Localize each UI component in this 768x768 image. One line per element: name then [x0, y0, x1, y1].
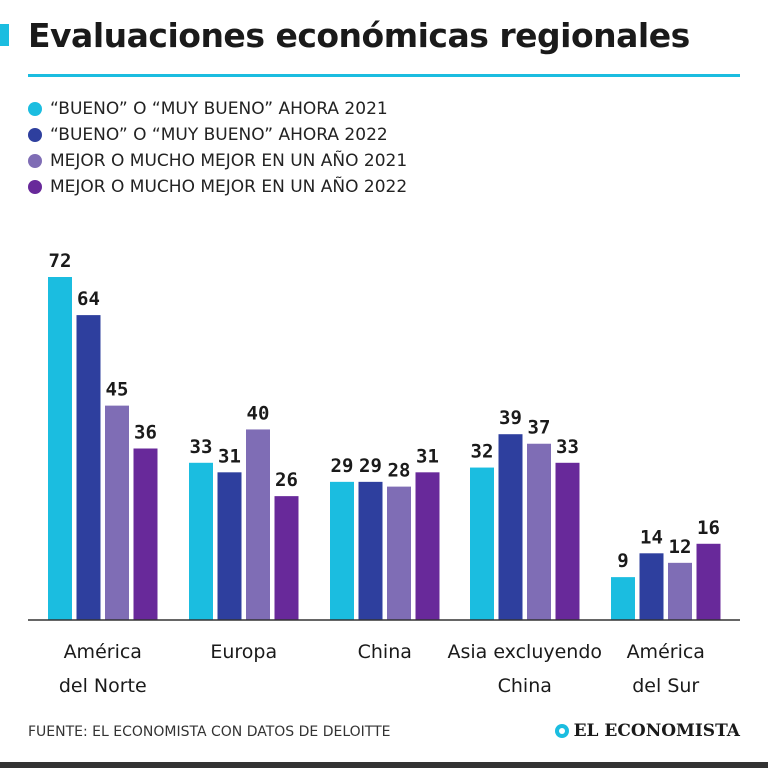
bar-value-label: 14 — [640, 526, 663, 548]
category-label: Europa — [210, 641, 277, 663]
category-label: China — [498, 675, 552, 697]
bar-value-label: 31 — [416, 445, 439, 467]
bar — [498, 434, 523, 620]
bar-group: 33 31 40 26 Europa — [189, 402, 299, 663]
bar-value-label: 37 — [528, 417, 551, 439]
bar-value-label: 29 — [331, 455, 354, 477]
bar-value-label: 9 — [617, 550, 628, 572]
bar — [668, 562, 692, 620]
legend-swatch — [28, 128, 42, 142]
bar-value-label: 64 — [77, 288, 100, 310]
legend-swatch — [28, 154, 42, 168]
brand-icon — [554, 724, 569, 738]
legend-label: MEJOR O MUCHO MEJOR EN UN AÑO 2022 — [50, 177, 408, 197]
bottom-strip — [0, 762, 768, 768]
legend-label: “BUENO” O “MUY BUENO” AHORA 2022 — [50, 125, 388, 145]
legend-item: “BUENO” O “MUY BUENO” AHORA 2021 — [28, 96, 407, 122]
bar — [48, 277, 72, 620]
bar-value-label: 33 — [556, 436, 579, 458]
bar-value-label: 40 — [247, 402, 270, 424]
brand-logo: EL ECONOMISTA — [554, 721, 740, 741]
bar — [217, 472, 242, 620]
legend-swatch — [28, 102, 42, 116]
legend-swatch — [28, 180, 42, 194]
bar — [611, 577, 635, 620]
bar — [387, 486, 411, 620]
bar-value-label: 26 — [275, 469, 298, 491]
bar-value-label: 29 — [359, 455, 382, 477]
bar — [470, 467, 494, 620]
bar-value-label: 39 — [499, 407, 522, 429]
chart-title: Evaluaciones económicas regionales — [28, 16, 690, 55]
legend-item: MEJOR O MUCHO MEJOR EN UN AÑO 2021 — [28, 148, 407, 174]
bar-value-label: 33 — [190, 436, 213, 458]
bar — [246, 429, 270, 620]
title-rule — [28, 74, 740, 77]
legend-label: MEJOR O MUCHO MEJOR EN UN AÑO 2021 — [50, 151, 408, 171]
bar — [105, 405, 129, 620]
bar — [274, 496, 299, 620]
bar — [639, 553, 664, 620]
bar — [555, 462, 580, 620]
category-label: América — [627, 641, 705, 663]
bar-value-label: 72 — [49, 250, 72, 272]
bar — [133, 448, 158, 620]
category-label: del Sur — [632, 675, 699, 697]
bar — [76, 315, 101, 620]
bar-value-label: 16 — [697, 517, 720, 539]
category-label: China — [358, 641, 412, 663]
bar — [189, 462, 213, 620]
bar — [415, 472, 440, 620]
bar — [330, 481, 354, 620]
bar-value-label: 31 — [218, 445, 241, 467]
brand-name: EL ECONOMISTA — [573, 721, 740, 741]
source-note: FUENTE: EL ECONOMISTA CON DATOS DE DELOI… — [28, 724, 391, 740]
legend-item: MEJOR O MUCHO MEJOR EN UN AÑO 2022 — [28, 174, 407, 200]
category-label: del Norte — [59, 675, 147, 697]
bar-value-label: 12 — [669, 536, 692, 558]
bar — [696, 543, 721, 620]
bar — [358, 481, 383, 620]
legend-label: “BUENO” O “MUY BUENO” AHORA 2021 — [50, 99, 388, 119]
title-accent-bar — [0, 24, 9, 46]
category-label: Asia excluyendo — [447, 641, 602, 663]
bar-value-label: 45 — [106, 379, 129, 401]
bar-value-label: 28 — [388, 460, 411, 482]
bar-value-label: 36 — [134, 422, 157, 444]
category-label: América — [64, 641, 142, 663]
legend-item: “BUENO” O “MUY BUENO” AHORA 2022 — [28, 122, 407, 148]
bar-value-label: 32 — [471, 441, 494, 463]
bar — [527, 443, 551, 620]
legend: “BUENO” O “MUY BUENO” AHORA 2021 “BUENO”… — [28, 96, 407, 200]
